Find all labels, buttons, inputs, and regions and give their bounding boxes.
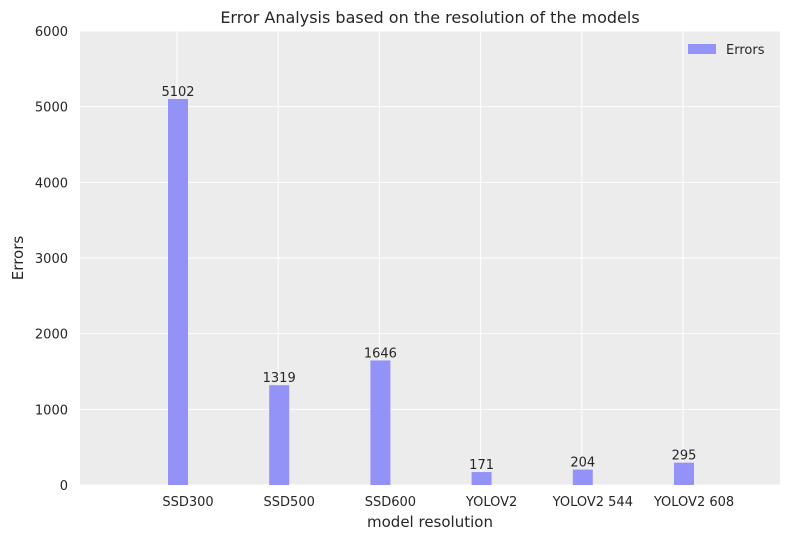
x-tick-label: YOLOV2 544 bbox=[552, 495, 633, 510]
y-tick-label: 2000 bbox=[35, 328, 68, 343]
legend-label-errors: Errors bbox=[726, 43, 765, 58]
chart-title: Error Analysis based on the resolution o… bbox=[220, 8, 639, 27]
y-tick-label: 4000 bbox=[35, 176, 68, 191]
bar bbox=[269, 385, 290, 485]
data-label: 1646 bbox=[364, 346, 397, 361]
y-tick-label: 6000 bbox=[35, 25, 68, 40]
data-label: 5102 bbox=[161, 85, 194, 100]
y-tick-label: 1000 bbox=[35, 403, 68, 418]
y-axis-label: Errors bbox=[9, 236, 27, 281]
x-tick-label: SSD500 bbox=[264, 495, 315, 510]
bar bbox=[168, 98, 188, 485]
x-tick-label: SSD300 bbox=[162, 495, 213, 510]
bar bbox=[674, 462, 694, 485]
bar bbox=[572, 469, 593, 485]
y-tick-label: 0 bbox=[60, 479, 68, 494]
x-axis-label: model resolution bbox=[367, 513, 493, 531]
x-tick-label: YOLOV2 bbox=[465, 495, 517, 510]
bar bbox=[471, 472, 492, 485]
x-tick-label: YOLOV2 608 bbox=[653, 495, 734, 510]
data-label: 295 bbox=[672, 449, 697, 464]
y-tick-label: 3000 bbox=[35, 252, 68, 267]
x-tick-label: SSD600 bbox=[365, 495, 416, 510]
data-labels: 5102 1319 1646 171 204 295 bbox=[161, 85, 696, 473]
y-tick-labels: 0 1000 2000 3000 4000 5000 6000 bbox=[35, 25, 68, 494]
legend-swatch-errors bbox=[688, 44, 716, 54]
x-tick-labels: SSD300 SSD500 SSD600 YOLOV2 YOLOV2 544 YOLOV2… bbox=[162, 495, 734, 510]
data-label: 171 bbox=[469, 458, 494, 473]
data-label: 1319 bbox=[263, 371, 296, 386]
legend: Errors bbox=[688, 43, 765, 58]
data-label: 204 bbox=[570, 456, 595, 471]
bar bbox=[370, 360, 391, 485]
y-tick-label: 5000 bbox=[35, 101, 68, 116]
bars bbox=[168, 98, 694, 485]
